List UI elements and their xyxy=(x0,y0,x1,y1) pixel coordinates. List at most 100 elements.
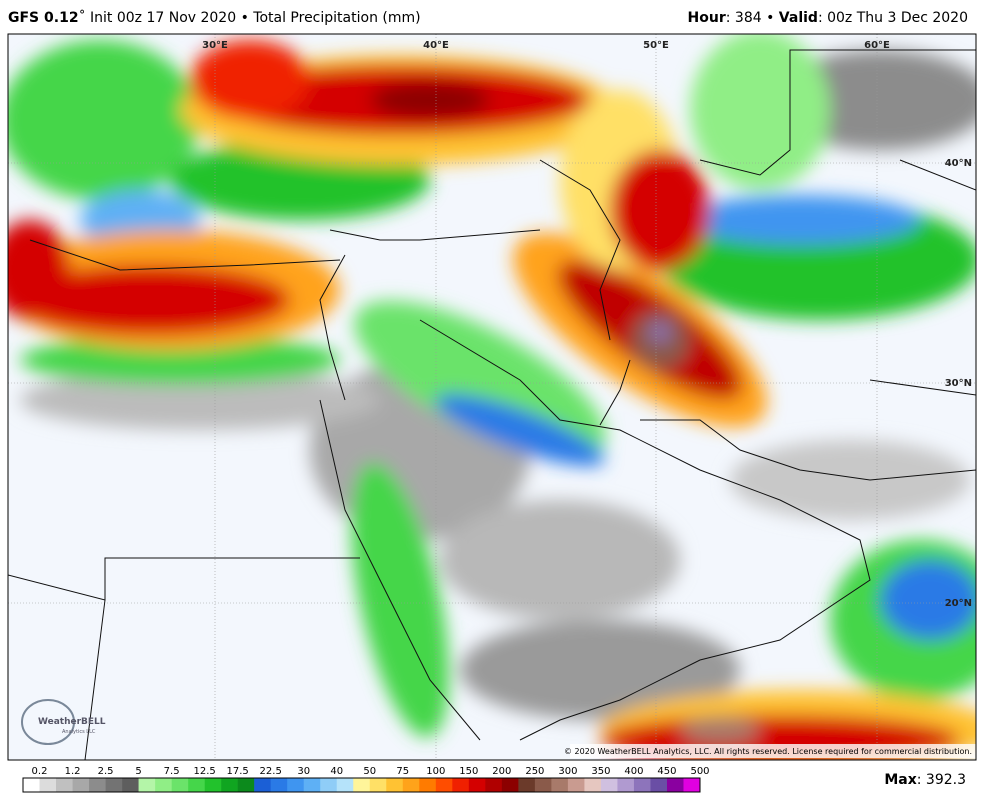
colorbar-cell xyxy=(518,778,536,792)
colorbar-tick-label: 40 xyxy=(330,766,343,777)
colorbar-cell xyxy=(72,778,90,792)
precip-area xyxy=(650,322,670,342)
logo-swirl xyxy=(21,699,75,745)
text-part: Hour xyxy=(688,10,726,26)
precip-area xyxy=(680,716,760,744)
precip-area xyxy=(880,560,976,640)
colorbar-tick-label: 0.2 xyxy=(32,766,48,777)
colorbar-cell xyxy=(551,778,569,792)
map-frame xyxy=(7,33,977,761)
colorbar-cell xyxy=(270,778,288,792)
colorbar-frame xyxy=(22,777,701,793)
colorbar-tick-label: 300 xyxy=(558,766,577,777)
text-part: : 384 • xyxy=(726,10,779,26)
header-title: GFS 0.12˚ Init 00z 17 Nov 2020 • Total P… xyxy=(8,9,421,26)
colorbar-tick-label: 75 xyxy=(396,766,409,777)
colorbar-tick-label: 150 xyxy=(459,766,478,777)
precip-area xyxy=(690,34,830,190)
colorbar-cell xyxy=(567,778,585,792)
colorbar-tick-label: 50 xyxy=(363,766,376,777)
max-value: Max: 392.3 xyxy=(884,772,966,788)
colorbar-tick-label: 200 xyxy=(492,766,511,777)
text-part: Max xyxy=(884,772,916,788)
colorbar-tick-label: 450 xyxy=(657,766,676,777)
latitude-label: 40°N xyxy=(945,158,972,169)
colorbar-cell xyxy=(435,778,453,792)
colorbar-cell xyxy=(237,778,255,792)
colorbar-cell xyxy=(320,778,338,792)
longitude-label: 60°E xyxy=(864,40,890,51)
colorbar-tick-label: 30 xyxy=(297,766,310,777)
colorbar-cell xyxy=(303,778,321,792)
text-part: ˚ Init 00z 17 Nov 2020 • Total Precipita… xyxy=(79,9,421,26)
colorbar-tick-label: 17.5 xyxy=(227,766,249,777)
precip-area xyxy=(370,82,490,118)
colorbar-cell xyxy=(39,778,57,792)
colorbar-tick-label: 5 xyxy=(135,766,141,777)
colorbar-cell xyxy=(369,778,387,792)
colorbar-cell xyxy=(600,778,618,792)
colorbar-cell xyxy=(633,778,651,792)
geo-labels: 30°E 40°E 50°E 60°E 40°N 30°N 20°N xyxy=(202,40,972,609)
colorbar-tick-label: 12.5 xyxy=(194,766,216,777)
latitude-label: 20°N xyxy=(945,598,972,609)
colorbar-cell xyxy=(386,778,404,792)
colorbar-cell xyxy=(353,778,371,792)
country-border xyxy=(8,49,976,760)
colorbar-tick-label: 100 xyxy=(426,766,445,777)
colorbar-tick-label: 500 xyxy=(690,766,709,777)
colorbar-cell xyxy=(221,778,238,792)
colorbar-cell xyxy=(122,778,139,792)
colorbar-cell xyxy=(105,778,123,792)
colorbar-cell xyxy=(89,778,106,792)
colorbar-tick-label: 22.5 xyxy=(260,766,282,777)
colorbar-cell xyxy=(683,778,701,792)
colorbar: 0.2 1.2 2.5 5 7.5 12.5 17.5 22.5 30 40 50 75 100 150 2… xyxy=(22,766,710,793)
colorbar-cell xyxy=(419,778,437,792)
colorbar-tick-label: 350 xyxy=(591,766,610,777)
text-part: GFS 0.12 xyxy=(8,10,79,26)
colorbar-tick-label: 2.5 xyxy=(98,766,114,777)
colorbar-cell xyxy=(650,778,668,792)
colorbar-cell xyxy=(204,778,222,792)
colorbar-cell xyxy=(155,778,172,792)
colorbar-tick-label: 7.5 xyxy=(164,766,180,777)
text-part: Valid xyxy=(779,10,818,26)
colorbar-cell xyxy=(138,778,156,792)
colorbar-cell xyxy=(452,778,470,792)
text-part: : 00z Thu 3 Dec 2020 xyxy=(818,10,968,26)
colorbar-cell xyxy=(501,778,519,792)
precip-area xyxy=(190,40,310,120)
colorbar-cell xyxy=(402,778,420,792)
longitude-label: 40°E xyxy=(423,40,449,51)
colorbar-cell xyxy=(485,778,503,792)
colorbar-cell xyxy=(584,778,602,792)
colorbar-tick-label: 250 xyxy=(525,766,544,777)
colorbar-cell xyxy=(336,778,354,792)
precip-area xyxy=(10,265,290,335)
precip-area xyxy=(680,195,920,245)
colorbar-cell xyxy=(23,778,40,792)
precip-area xyxy=(610,150,710,270)
longitude-label: 50°E xyxy=(643,40,669,51)
precip-area xyxy=(460,620,740,720)
colorbar-cell xyxy=(666,778,684,792)
logo-text: WeatherBELL xyxy=(38,717,106,727)
colorbar-cell xyxy=(617,778,635,792)
precip-area xyxy=(20,370,380,430)
colorbar-cell xyxy=(171,778,189,792)
precipitation-field xyxy=(8,34,976,760)
colorbar-cell xyxy=(534,778,552,792)
text-part: : 392.3 xyxy=(917,772,966,788)
copyright-box xyxy=(570,744,976,758)
colorbar-cell xyxy=(56,778,73,792)
precip-area xyxy=(8,220,70,320)
latitude-label: 30°N xyxy=(945,378,972,389)
precip-area xyxy=(435,393,605,467)
colorbar-tick-label: 1.2 xyxy=(65,766,81,777)
precip-area xyxy=(440,500,680,620)
copyright: © 2020 WeatherBELL Analytics, LLC. All r… xyxy=(564,747,972,756)
map: WeatherBELL Analytics LLC © 2020 Weather… xyxy=(8,34,976,760)
